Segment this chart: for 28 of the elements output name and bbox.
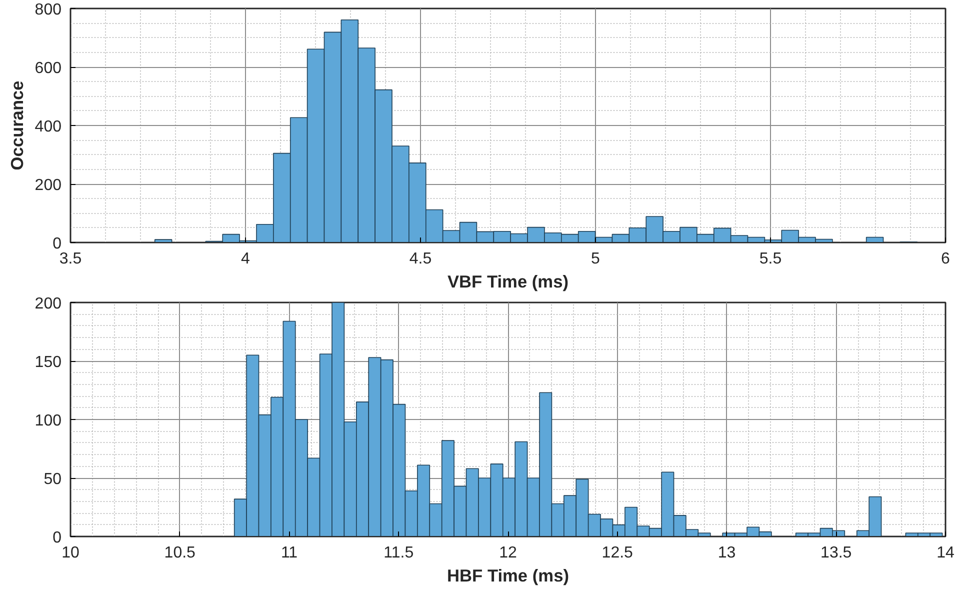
x-tick-label: 14: [936, 544, 954, 562]
x-tick-label: 10: [62, 544, 80, 562]
y-axis-title: Occurance: [6, 80, 27, 170]
x-tick-label: 5: [591, 250, 600, 268]
x-axis-title: VBF Time (ms): [448, 272, 569, 292]
x-tick-label: 4.5: [409, 250, 432, 268]
y-tick-label: 400: [34, 118, 62, 136]
x-tick-label: 3.5: [59, 250, 82, 268]
x-axis-title: HBF Time (ms): [447, 566, 569, 586]
y-tick-label: 800: [34, 2, 62, 18]
x-tick-label: 11.5: [384, 544, 414, 562]
x-tick-label: 4: [241, 250, 250, 268]
y-tick-label: 0: [52, 530, 62, 546]
x-tick-label: 11: [280, 544, 298, 562]
x-tick-label: 10.5: [164, 544, 196, 562]
x-tick-label: 13: [718, 544, 736, 562]
x-tick-label: 12.5: [602, 544, 634, 562]
x-tick-label: 6: [941, 250, 950, 268]
y-tick-label: 0: [52, 236, 62, 252]
y-tick-label: 200: [34, 177, 62, 194]
y-tick-label: 150: [34, 354, 62, 371]
x-tick-label: 13.5: [820, 544, 852, 562]
y-tick-label: 100: [34, 412, 62, 430]
y-tick-label: 200: [34, 296, 62, 312]
x-tick-label: 5.5: [759, 250, 782, 268]
y-tick-label: 50: [44, 471, 62, 488]
y-tick-label: 600: [34, 60, 62, 77]
x-tick-label: 12: [499, 544, 517, 562]
